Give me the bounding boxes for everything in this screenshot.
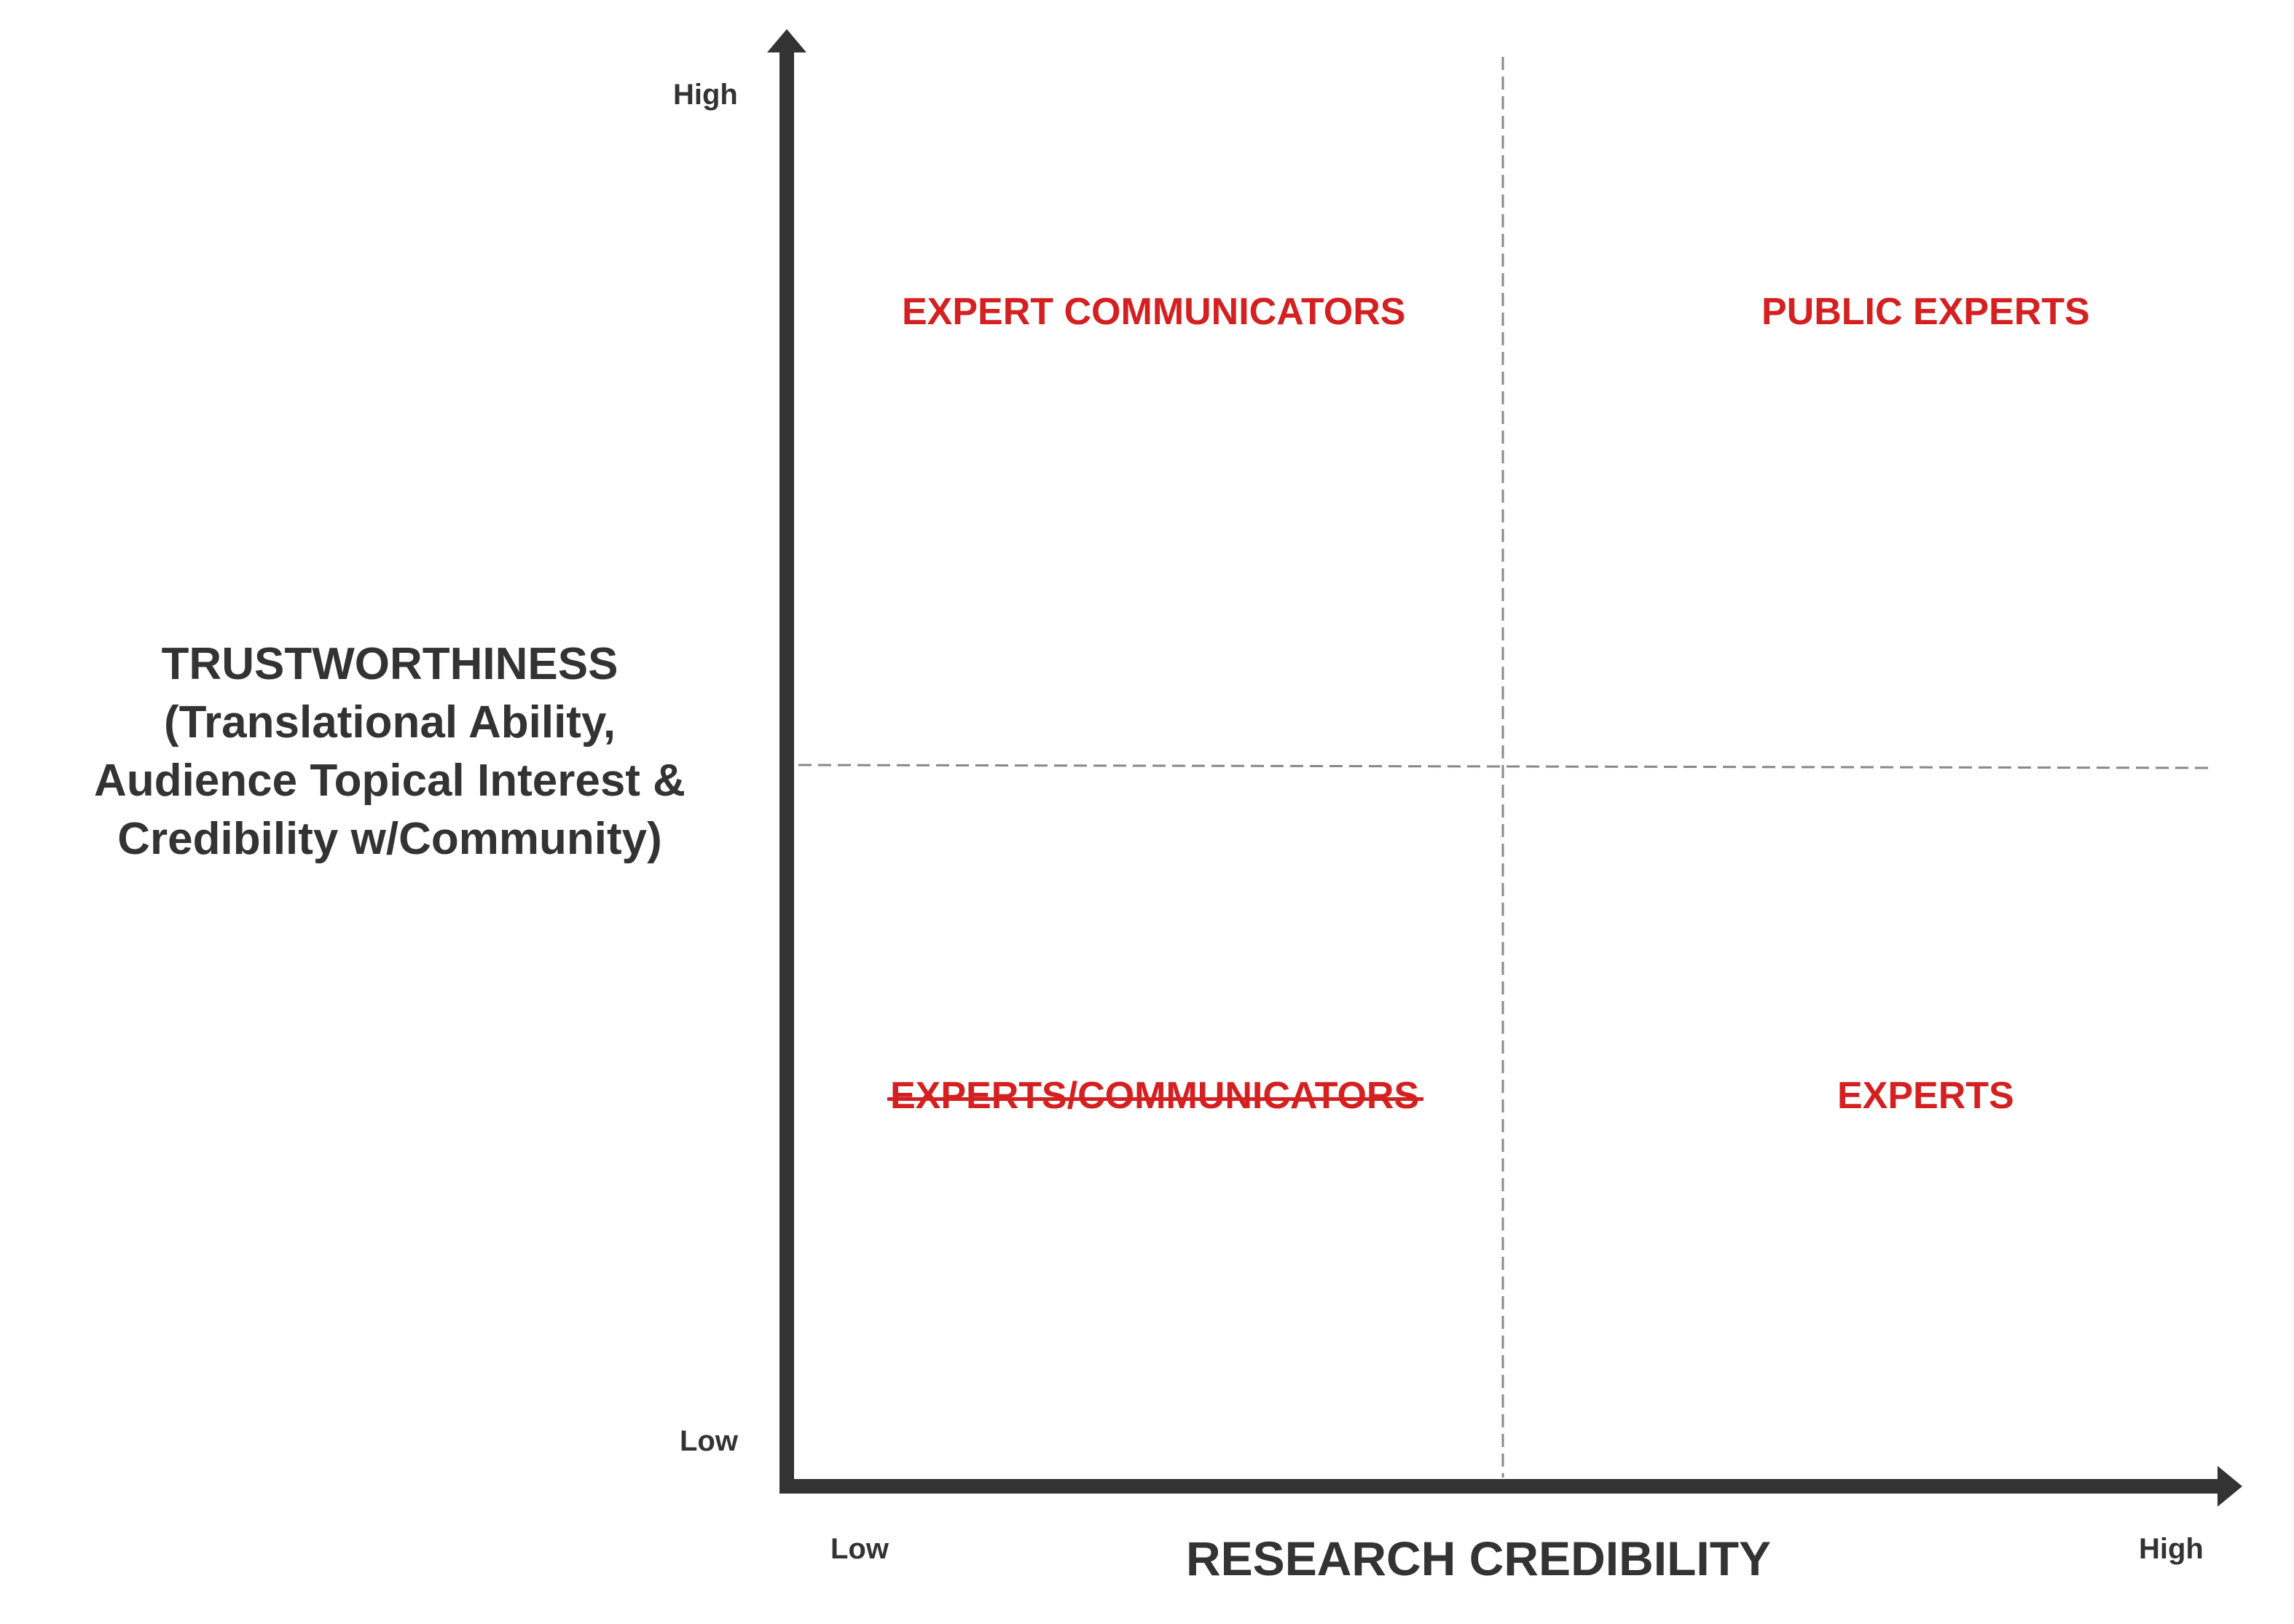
quadrant-bottom-right-label: EXPERTS <box>1837 1075 2014 1117</box>
quadrant-bottom-left: EXPERTS/COMMUNICATORS <box>887 1075 1424 1117</box>
x-axis-arrowhead <box>2218 1466 2242 1507</box>
x-axis-title: RESEARCH CREDIBILITY <box>1186 1531 1772 1585</box>
y-axis-title-line-4: Credibility w/Community) <box>117 814 662 864</box>
strikethrough-line <box>887 1097 1424 1101</box>
y-axis-arrowhead <box>767 29 806 52</box>
x-axis-high-label: High <box>2139 1533 2204 1565</box>
y-axis-title-line-1: TRUSTWORTHINESS <box>161 639 618 689</box>
y-axis-title: TRUSTWORTHINESS (Translational Ability, … <box>29 635 750 868</box>
quadrant-bottom-left-struck: EXPERTS/COMMUNICATORS <box>887 1075 1424 1117</box>
quadrant-top-right-label: PUBLIC EXPERTS <box>1761 291 2090 333</box>
quadrant-top-left-label: EXPERT COMMUNICATORS <box>902 291 1406 333</box>
horizontal-divider <box>798 764 2212 769</box>
y-axis-title-line-3: Audience Topical Interest & <box>94 756 686 806</box>
x-axis-low-label: Low <box>830 1533 889 1565</box>
y-axis-title-line-2: (Translational Ability, <box>163 697 616 748</box>
y-axis-low-label: Low <box>680 1425 738 1457</box>
quadrant-bottom-left-label: EXPERTS/COMMUNICATORS <box>890 1075 1420 1117</box>
y-axis-high-label: High <box>673 79 738 111</box>
